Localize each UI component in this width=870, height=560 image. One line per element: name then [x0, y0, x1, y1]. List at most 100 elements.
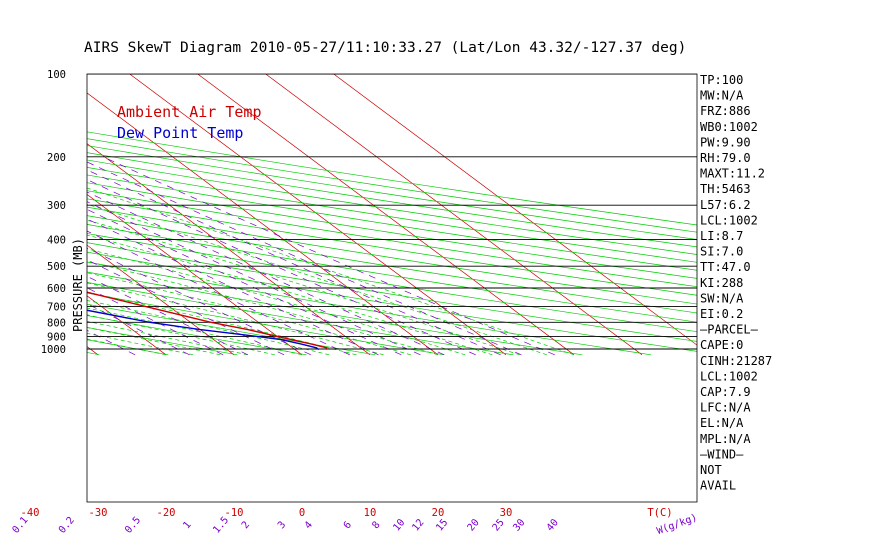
sounding-index: WB0:1002	[700, 120, 758, 134]
sounding-index: LI:8.7	[700, 229, 743, 243]
sounding-index: SI:7.0	[700, 245, 743, 259]
bottom-temp-tick-label: -20	[157, 507, 176, 519]
pressure-tick-label: 900	[47, 331, 66, 343]
pressure-lines	[87, 74, 697, 350]
sounding-index: KI:288	[700, 276, 743, 290]
moist-adiabat-line	[87, 327, 221, 356]
moist-adiabat-line	[87, 248, 466, 356]
pressure-tick-label: 1000	[41, 344, 66, 356]
bottom-temp-tick-label: -10	[225, 507, 244, 519]
sounding-index: FRZ:886	[700, 104, 751, 118]
sounding-index: –PARCEL–	[700, 323, 759, 337]
dry-adiabat-line	[87, 159, 697, 255]
sounding-index: MAXT:11.2	[700, 167, 765, 181]
mixing-ratio-line	[87, 161, 522, 356]
bottom-temp-tick-label: -40	[21, 507, 40, 519]
sounding-index: LCL:1002	[700, 213, 758, 227]
pressure-tick-label: 800	[47, 317, 66, 329]
isotherm-line	[87, 193, 303, 356]
dry-adiabat-line	[87, 190, 697, 288]
dry-adiabat-line	[87, 242, 697, 342]
dry-adiabat-line	[87, 198, 697, 296]
sounding-index: EI:0.2	[700, 307, 743, 321]
bottom-temp-unit-label: T(C)	[647, 507, 672, 519]
sounding-index: SW:N/A	[700, 291, 744, 305]
moist-adiabat-line	[87, 219, 520, 356]
dry-adiabat-line	[87, 292, 445, 356]
dry-adiabat-line	[87, 233, 697, 333]
bottom-temp-tick-label: 20	[432, 507, 445, 519]
moist-adiabat-line	[87, 282, 384, 356]
sounding-index: TT:47.0	[700, 260, 751, 274]
mixing-ratio-line	[87, 169, 501, 356]
mixing-ratio-tick-label: 8	[370, 520, 382, 532]
mixing-ratio-tick-label: 1	[181, 520, 193, 532]
mixing-ratio-lines	[87, 156, 555, 356]
bottom-temp-tick-label: 30	[500, 507, 513, 519]
sounding-index: TP:100	[700, 73, 743, 87]
sounding-series	[87, 291, 328, 351]
dry-adiabat-line	[87, 251, 697, 352]
mixing-ratio-tick-label: 3	[276, 520, 288, 532]
sounding-index: –WIND–	[700, 447, 744, 461]
chart-title: AIRS SkewT Diagram 2010-05-27/11:10:33.2…	[84, 40, 686, 56]
moist-adiabat-line	[87, 272, 411, 356]
dry-adiabat-line	[87, 167, 697, 263]
moist-adiabat-line	[87, 307, 303, 356]
pressure-tick-label: 500	[47, 261, 66, 273]
dry-adiabat-line	[87, 271, 583, 356]
isotherm-line	[265, 74, 643, 356]
sounding-index: CAPE:0	[700, 338, 743, 352]
isotherm-line	[129, 74, 507, 356]
moist-adiabat-line	[87, 234, 493, 356]
moist-adiabat-line	[87, 321, 248, 356]
dry-adiabat-line	[87, 182, 697, 279]
temperature-profile	[87, 291, 328, 350]
mixing-ratio-tick-label: 2	[240, 520, 252, 532]
mixing-ratio-line	[102, 156, 555, 356]
sounding-index: PW:9.90	[700, 135, 751, 149]
moist-adiabat-lines	[87, 187, 575, 356]
pressure-tick-label: 600	[47, 283, 66, 295]
isotherm-line	[87, 92, 439, 356]
moist-adiabat-line	[87, 261, 439, 356]
dry-adiabat-line	[87, 145, 697, 240]
dry-adiabat-line	[87, 131, 697, 226]
sounding-index: TH:5463	[700, 182, 751, 196]
legend: Ambient Air Temp Dew Point Temp	[117, 103, 262, 142]
moist-adiabat-line	[87, 187, 575, 356]
sounding-index: L57:6.2	[700, 198, 751, 212]
mixing-ratio-line	[87, 201, 421, 356]
sounding-index: RH:79.0	[700, 151, 751, 165]
isotherm-line	[87, 295, 167, 356]
moist-adiabat-line	[87, 333, 194, 356]
legend-ambient-air-temp: Ambient Air Temp	[117, 103, 262, 121]
sounding-index: LFC:N/A	[700, 401, 751, 415]
moist-adiabat-line	[87, 314, 275, 356]
isotherm-line	[197, 74, 575, 356]
mixing-ratio-line	[87, 218, 379, 356]
dry-adiabat-line	[87, 206, 697, 305]
mixing-ratio-tick-label: 4	[303, 520, 315, 532]
moist-adiabat-line	[87, 203, 547, 356]
sounding-index: NOT	[700, 463, 722, 477]
sounding-index: CINH:21287	[700, 354, 772, 368]
mixing-ratio-line	[87, 209, 402, 356]
sounding-index: CAP:7.9	[700, 385, 751, 399]
plot-area	[87, 74, 697, 356]
sounding-index: EL:N/A	[700, 416, 744, 430]
mixing-ratio-line	[87, 230, 350, 356]
sounding-index: MW:N/A	[700, 89, 744, 103]
pressure-tick-label: 300	[47, 200, 66, 212]
pressure-tick-label: 100	[47, 69, 66, 81]
pressure-tick-label: 200	[47, 152, 66, 164]
plot-frame	[86, 73, 698, 503]
sounding-index: AVAIL	[700, 479, 736, 493]
dry-adiabat-line	[87, 174, 697, 271]
dry-adiabat-lines	[87, 131, 697, 356]
dry-adiabat-line	[87, 303, 376, 356]
dry-adiabat-line	[87, 224, 697, 323]
